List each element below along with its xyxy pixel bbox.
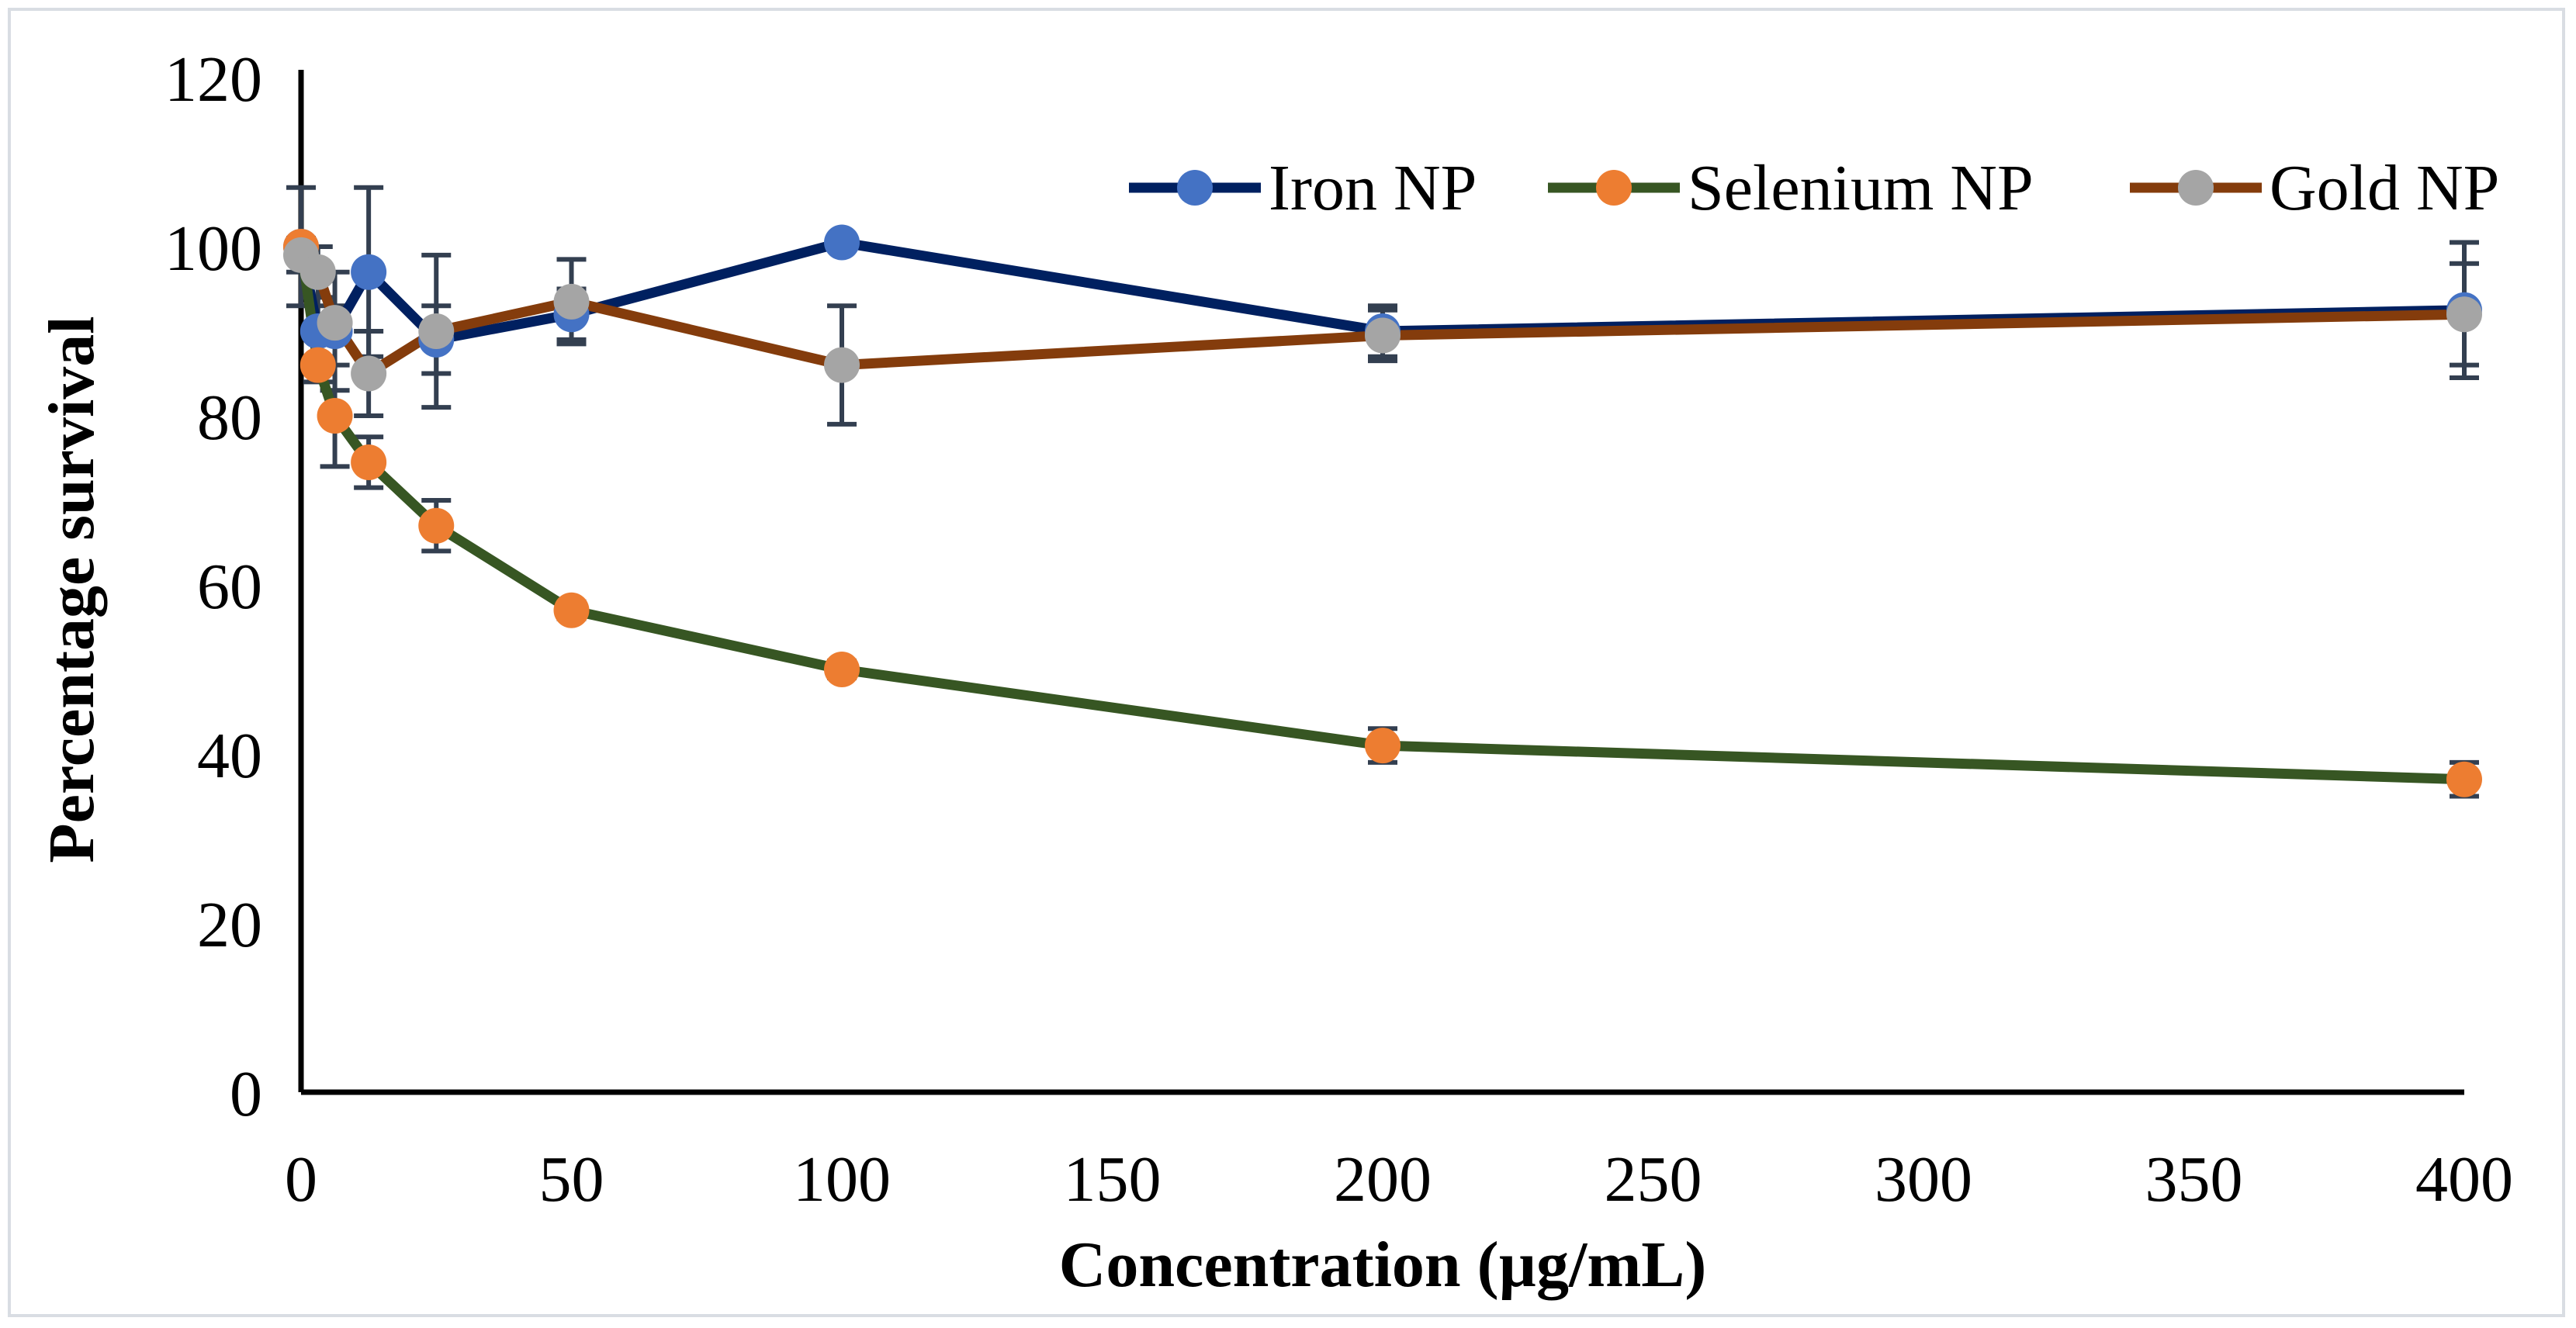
data-point xyxy=(317,398,353,434)
x-axis-label: Concentration (µg/mL) xyxy=(1059,1229,1707,1301)
legend-label: Gold NP xyxy=(2270,152,2499,224)
data-point xyxy=(351,444,387,480)
data-point xyxy=(553,592,590,628)
x-tick-label: 350 xyxy=(2145,1143,2243,1216)
error-bars xyxy=(286,185,2479,799)
series-markers xyxy=(283,224,2482,797)
x-tick-label: 300 xyxy=(1875,1143,1972,1216)
data-point xyxy=(553,283,590,320)
legend: Iron NP Selenium NP Gold NP xyxy=(1129,152,2499,224)
legend-marker xyxy=(1596,170,1632,206)
data-point xyxy=(824,652,860,687)
data-point xyxy=(299,254,336,290)
x-tick-label: 250 xyxy=(1605,1143,1702,1216)
data-point xyxy=(351,254,387,290)
x-tick-label: 50 xyxy=(539,1143,604,1216)
x-tick-label: 400 xyxy=(2415,1143,2513,1216)
legend-label: Iron NP xyxy=(1269,152,1477,224)
y-tick-label: 40 xyxy=(197,720,262,792)
data-point xyxy=(824,224,860,261)
legend-marker xyxy=(1177,170,1213,206)
chart-frame xyxy=(8,8,2565,1317)
y-tick-label: 20 xyxy=(197,889,262,961)
x-tick-label: 200 xyxy=(1334,1143,1432,1216)
tick-labels: 0 20 40 60 80 100 120 0 50 100 150 200 250 300 350 400 xyxy=(164,43,2513,1216)
legend-label: Selenium NP xyxy=(1688,152,2034,224)
y-axis-label: Percentage survival xyxy=(36,316,108,863)
data-point xyxy=(2446,296,2482,333)
data-point xyxy=(317,305,353,341)
data-point xyxy=(418,313,455,349)
data-point xyxy=(418,507,455,544)
data-point xyxy=(2446,761,2482,797)
y-tick-label: 60 xyxy=(197,551,262,623)
data-point xyxy=(299,347,336,383)
data-point xyxy=(1365,317,1401,354)
legend-marker xyxy=(2178,170,2214,206)
x-tick-label: 100 xyxy=(793,1143,891,1216)
data-point xyxy=(351,355,387,392)
y-tick-label: 0 xyxy=(230,1058,262,1130)
data-point xyxy=(824,347,860,383)
data-point xyxy=(1365,728,1401,764)
y-tick-label: 100 xyxy=(164,213,262,285)
y-tick-label: 120 xyxy=(164,43,262,116)
x-tick-label: 0 xyxy=(285,1143,317,1216)
x-tick-label: 150 xyxy=(1064,1143,1162,1216)
y-tick-label: 80 xyxy=(197,382,262,454)
